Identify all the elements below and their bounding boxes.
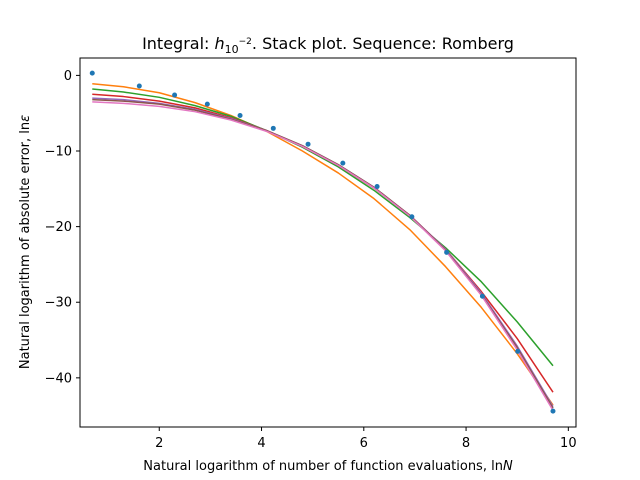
x-tick-label: 4 bbox=[257, 436, 265, 451]
data-point bbox=[172, 92, 178, 98]
data-point bbox=[550, 408, 556, 414]
data-point bbox=[409, 214, 415, 220]
title-subscript: 10 bbox=[225, 43, 239, 56]
data-point bbox=[237, 112, 243, 118]
title-symbol: h bbox=[215, 34, 225, 53]
series-line-1 bbox=[92, 82, 554, 406]
y-axis-label: Natural logarithm of absolute error, lnε bbox=[18, 115, 33, 369]
series-line-2 bbox=[92, 88, 554, 367]
series-layer bbox=[92, 82, 554, 411]
data-point bbox=[89, 70, 95, 76]
axes-frame bbox=[79, 57, 577, 428]
y-tick-label: −10 bbox=[45, 145, 72, 160]
y-tick-label: 0 bbox=[64, 69, 72, 84]
data-point bbox=[305, 141, 311, 147]
title-suffix: . Stack plot. Sequence: Romberg bbox=[252, 34, 514, 53]
x-axis-label-text: Natural logarithm of number of function … bbox=[143, 459, 503, 474]
chart-title: Integral: h10−2. Stack plot. Sequence: R… bbox=[142, 34, 514, 56]
plot-area bbox=[79, 57, 577, 428]
x-axis-label-symbol: N bbox=[503, 459, 513, 474]
y-axis-label-text: Natural logarithm of absolute error, ln bbox=[18, 122, 33, 369]
data-point bbox=[340, 160, 346, 166]
y-tick-label: −20 bbox=[45, 220, 72, 235]
x-tick-label: 8 bbox=[462, 436, 470, 451]
x-tick-label: 6 bbox=[360, 436, 368, 451]
data-point bbox=[374, 184, 380, 190]
y-tick-label: −40 bbox=[45, 371, 72, 386]
x-axis-ticks: 2 4 6 8 10 bbox=[155, 427, 577, 451]
x-tick-label: 10 bbox=[560, 436, 577, 451]
x-tick-label: 2 bbox=[155, 436, 163, 451]
data-point bbox=[444, 249, 450, 255]
x-axis-label: Natural logarithm of number of function … bbox=[143, 459, 513, 474]
y-tick-label: −30 bbox=[45, 296, 72, 311]
data-point bbox=[204, 101, 210, 107]
y-axis-ticks: 0 −10 −20 −30 −40 bbox=[45, 69, 80, 386]
data-point bbox=[270, 125, 276, 131]
data-point bbox=[479, 293, 485, 299]
title-superscript: −2 bbox=[239, 37, 252, 47]
data-point bbox=[515, 348, 521, 354]
data-points bbox=[89, 70, 556, 414]
data-point bbox=[136, 83, 142, 89]
title-prefix: Integral: bbox=[142, 34, 214, 53]
y-axis-label-symbol: ε bbox=[18, 115, 33, 122]
series-line-6 bbox=[92, 101, 554, 411]
